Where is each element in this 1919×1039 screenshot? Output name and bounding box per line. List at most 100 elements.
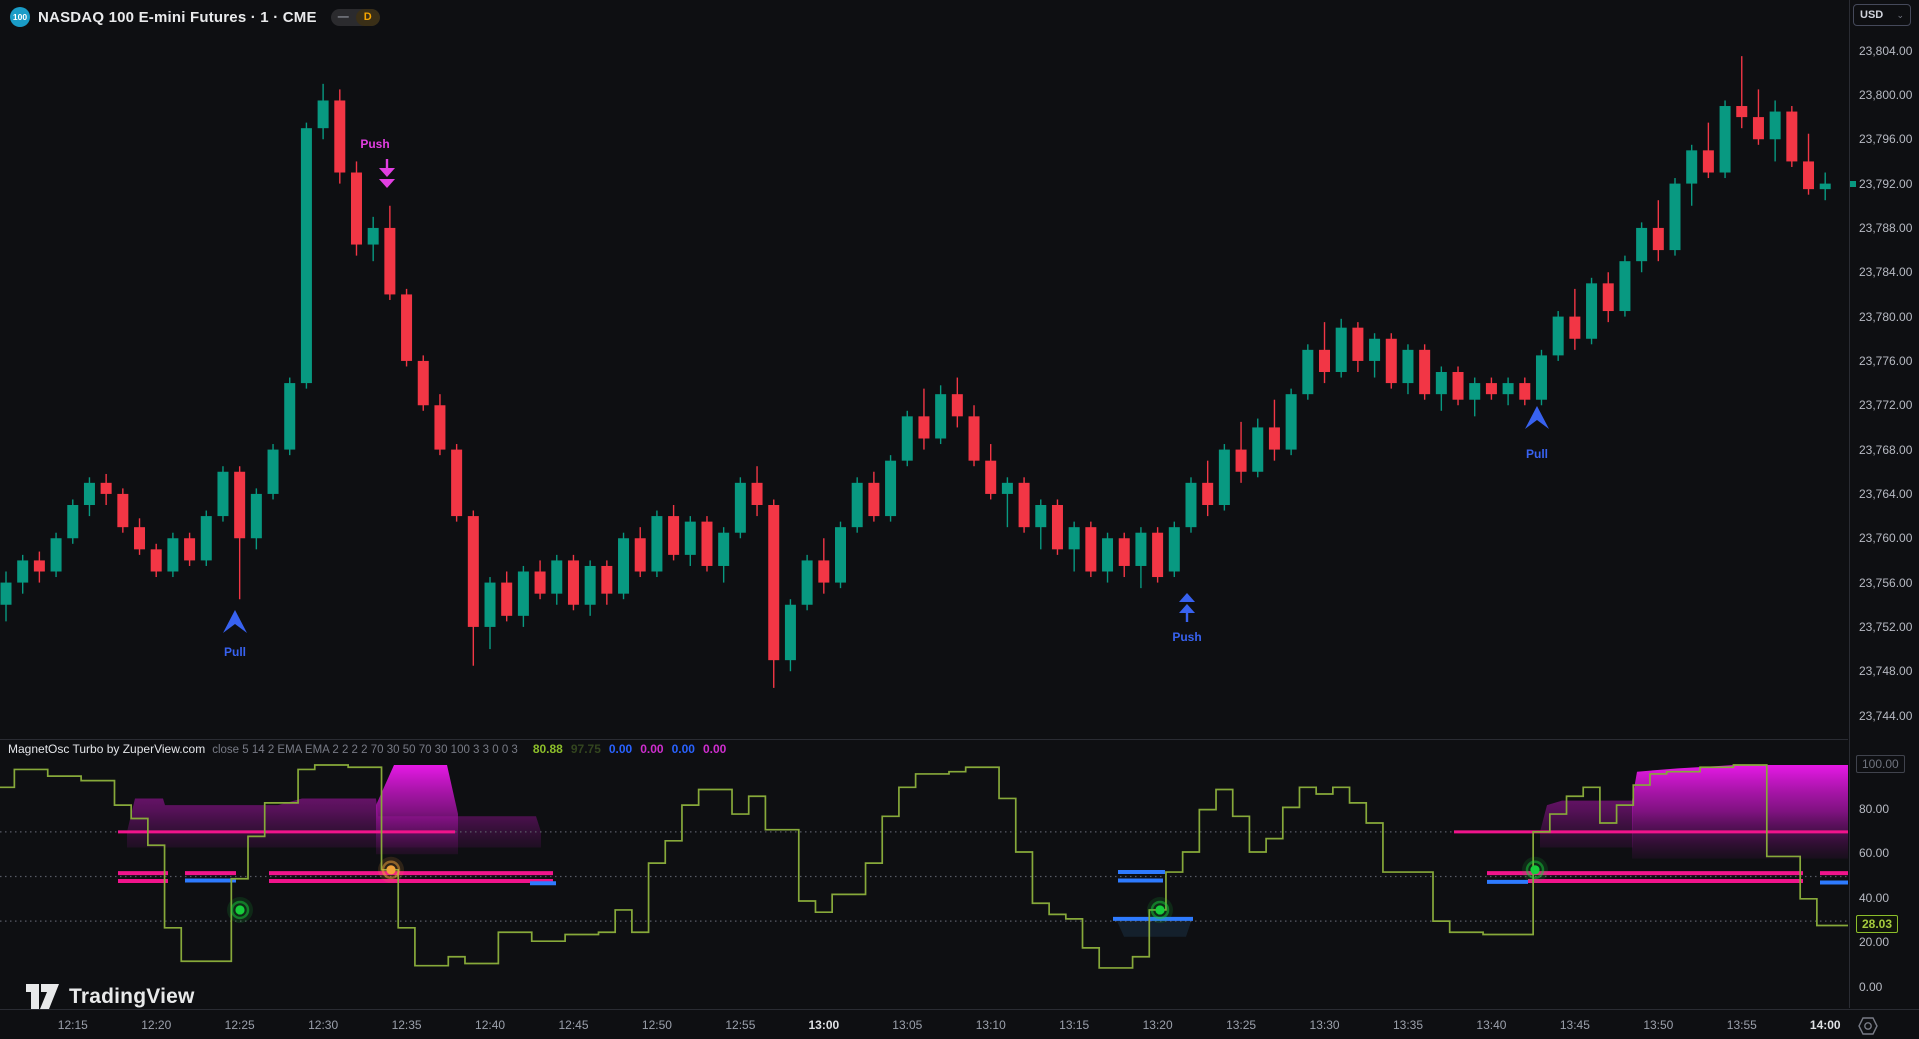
candle xyxy=(835,521,846,589)
candle xyxy=(1402,344,1414,395)
green-signal-dot-icon xyxy=(1522,856,1548,883)
candle xyxy=(1135,527,1147,589)
candle xyxy=(801,554,813,611)
candle xyxy=(768,499,780,688)
time-axis-label: 13:00 xyxy=(808,1018,840,1032)
candle xyxy=(985,444,997,500)
candle xyxy=(618,532,630,600)
price-axis-label: 23,792.00 xyxy=(1859,176,1913,191)
candle xyxy=(167,532,179,578)
time-axis-label: 13:45 xyxy=(1559,1018,1590,1032)
price-axis-label: 23,780.00 xyxy=(1859,309,1913,324)
tradingview-logo[interactable]: TradingView xyxy=(26,984,195,1010)
candle xyxy=(1202,460,1214,517)
price-axis-label: 23,764.00 xyxy=(1859,486,1913,501)
candle xyxy=(935,385,947,445)
candle xyxy=(1719,100,1731,179)
candle xyxy=(651,510,663,578)
candle xyxy=(918,388,930,450)
time-axis-label: 13:05 xyxy=(892,1018,923,1032)
currency-select[interactable]: USD ⌄ xyxy=(1853,4,1911,26)
candle xyxy=(1018,477,1030,533)
green-signal-dot-icon xyxy=(1147,896,1173,923)
candle xyxy=(134,518,146,555)
minimize-icon[interactable]: — xyxy=(337,11,349,23)
candle xyxy=(1352,322,1364,373)
candle xyxy=(1218,444,1230,511)
candle xyxy=(1285,388,1297,456)
time-axis[interactable]: 12:15 12:20 12:25 12:30 12:35 12:40 12:45 12:50… xyxy=(0,1009,1919,1039)
candle xyxy=(1669,178,1681,256)
candle xyxy=(484,577,496,650)
time-axis-label: 12:55 xyxy=(725,1018,756,1032)
time-axis-label: 12:15 xyxy=(57,1018,88,1032)
oscillator-canvas[interactable] xyxy=(0,740,1848,1009)
arrow-down-icon xyxy=(379,168,395,177)
magnet-zone-dim-left xyxy=(127,798,541,848)
oscillator-axis-label: 60.00 xyxy=(1859,846,1890,861)
price-axis[interactable]: 23,804.00 23,800.00 23,796.00 23,792.00 23,7… xyxy=(1849,0,1919,1008)
time-axis-label: 12:50 xyxy=(641,1018,672,1032)
main-chart-pane[interactable]: Pull Push Push Pull xyxy=(0,0,1848,738)
oscillator-axis-label: 20.00 xyxy=(1859,935,1890,950)
candle xyxy=(1602,272,1614,323)
magnet-zone-bright-right xyxy=(1632,765,1848,859)
signal-marker-push-2: Push xyxy=(1172,593,1202,644)
last-price-tick xyxy=(1850,180,1856,187)
candle xyxy=(1452,366,1464,406)
candle xyxy=(1435,366,1447,411)
indicator-pane[interactable] xyxy=(0,739,1848,1008)
indicator-value: 0.00 xyxy=(640,742,664,756)
oscillator-axis-label: 40.00 xyxy=(1859,890,1890,905)
candle xyxy=(1319,322,1331,384)
symbol-header: 100 NASDAQ 100 E-mini Futures · 1 · CME … xyxy=(10,4,380,30)
time-axis-label: 13:40 xyxy=(1476,1018,1507,1032)
time-axis-label: 13:10 xyxy=(975,1018,1006,1032)
candle xyxy=(217,466,229,522)
candle xyxy=(1068,521,1080,572)
data-window-badge[interactable]: D xyxy=(355,8,380,26)
candle xyxy=(968,405,980,467)
indicator-params: close 5 14 2 EMA EMA 2 2 2 2 70 30 50 70… xyxy=(212,744,518,756)
candle xyxy=(250,488,262,550)
signal-marker-pull-2: Pull xyxy=(1525,406,1549,461)
indicator-values: 80.88 97.75 0.00 0.00 0.00 0.00 xyxy=(525,742,727,756)
candle xyxy=(1152,527,1164,583)
candle xyxy=(601,560,613,605)
time-axis-label: 12:40 xyxy=(475,1018,506,1032)
candle xyxy=(1085,521,1097,578)
price-axis-label: 23,788.00 xyxy=(1859,220,1913,235)
candle xyxy=(1001,477,1013,528)
candle xyxy=(885,455,897,522)
timezone-clock-icon[interactable] xyxy=(1857,1017,1879,1035)
price-axis-label: 23,800.00 xyxy=(1859,87,1913,102)
time-axis-label: 12:35 xyxy=(391,1018,422,1032)
candle xyxy=(951,377,963,428)
candle xyxy=(117,488,129,533)
candle xyxy=(1619,255,1631,317)
candle xyxy=(1035,499,1047,550)
candle xyxy=(1535,349,1547,406)
price-axis-label: 23,796.00 xyxy=(1859,132,1913,147)
candle xyxy=(901,410,913,467)
chart-title[interactable]: NASDAQ 100 E-mini Futures · 1 · CME xyxy=(38,8,317,26)
price-axis-label: 23,756.00 xyxy=(1859,575,1913,590)
time-axis-label: 13:35 xyxy=(1392,1018,1424,1032)
oscillator-last-value-label: 28.03 xyxy=(1856,915,1899,934)
indicator-title[interactable]: MagnetOsc Turbo by ZuperView.com xyxy=(8,742,206,756)
candle xyxy=(367,216,379,262)
candle xyxy=(701,516,713,572)
price-axis-label: 23,748.00 xyxy=(1859,664,1913,679)
candle xyxy=(384,205,396,300)
candle xyxy=(1168,521,1180,578)
interval-pill[interactable]: — D xyxy=(330,8,380,26)
candle xyxy=(818,538,830,594)
price-chart-canvas[interactable]: Pull Push Push Pull xyxy=(0,0,1848,738)
candle xyxy=(150,543,162,578)
candle xyxy=(1369,333,1381,378)
candle xyxy=(334,89,346,184)
symbol-logo[interactable]: 100 xyxy=(10,7,30,27)
candle xyxy=(567,554,579,611)
time-axis-label: 12:20 xyxy=(141,1018,172,1032)
time-axis-label: 13:30 xyxy=(1309,1018,1340,1032)
